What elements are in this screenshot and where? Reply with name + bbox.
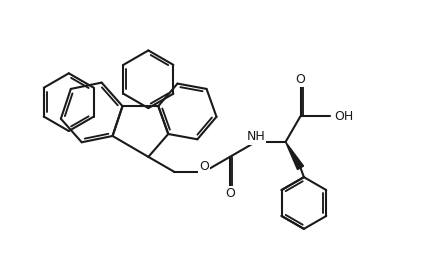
Text: OH: OH (335, 110, 354, 122)
Text: O: O (199, 160, 209, 173)
Polygon shape (286, 142, 303, 169)
Text: O: O (225, 187, 235, 200)
Text: NH: NH (247, 130, 265, 143)
Text: O: O (296, 73, 306, 86)
